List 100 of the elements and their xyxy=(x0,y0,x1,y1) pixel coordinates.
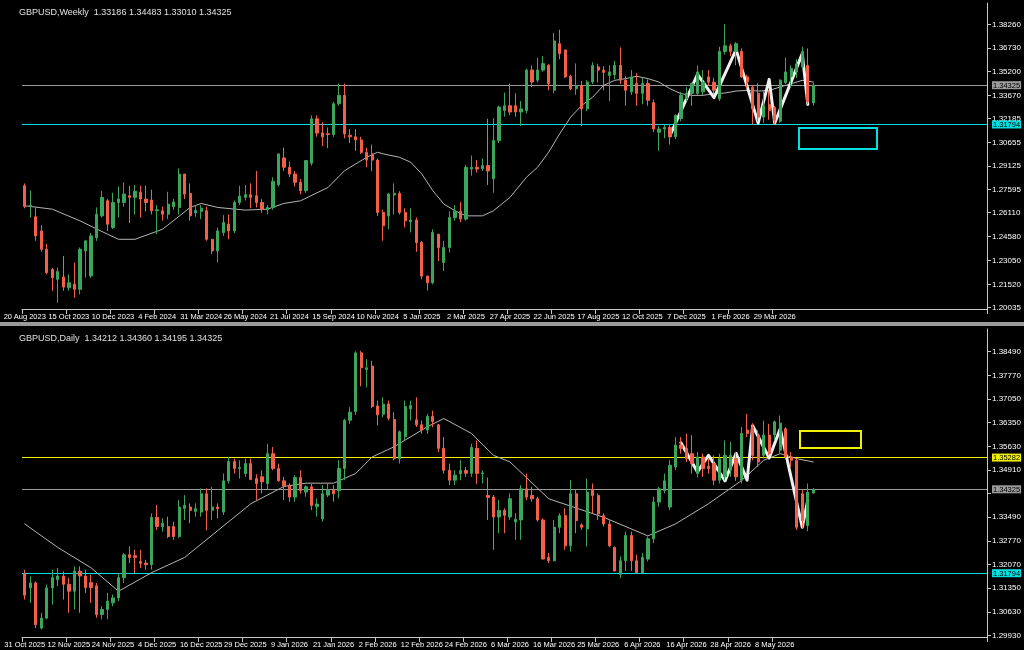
candlestick xyxy=(652,496,655,544)
candlestick xyxy=(790,451,793,468)
candlestick xyxy=(150,512,153,571)
y-tick-label: 1.26110 xyxy=(992,208,1021,218)
candlestick xyxy=(768,89,771,121)
candlestick xyxy=(536,496,539,523)
candlestick xyxy=(371,360,374,409)
candlestick xyxy=(795,458,798,531)
candlestick xyxy=(326,127,330,149)
candlestick xyxy=(122,181,126,208)
candlestick xyxy=(271,446,275,471)
candlestick xyxy=(497,105,501,144)
y-tick-label: 1.38260 xyxy=(992,19,1022,29)
y-tick-label: 1.32070 xyxy=(992,559,1022,569)
candlestick xyxy=(277,463,280,483)
candlestick xyxy=(773,420,776,441)
y-tick-label: 1.23050 xyxy=(992,255,1022,265)
y-tick-label: 1.36350 xyxy=(992,417,1022,427)
candlestick xyxy=(470,154,473,177)
candlestick xyxy=(712,77,716,94)
candlestick xyxy=(801,489,804,529)
candlestick xyxy=(641,77,644,105)
candlestick xyxy=(211,238,214,255)
candlestick xyxy=(178,499,181,539)
candlestick xyxy=(266,204,269,215)
candlestick xyxy=(459,201,462,223)
candlestick xyxy=(619,46,622,85)
candlestick xyxy=(790,64,793,88)
y-tick-label: 1.36730 xyxy=(992,43,1022,53)
candlestick xyxy=(580,522,583,531)
candlestick xyxy=(100,605,104,620)
candlestick xyxy=(348,128,352,144)
candlestick xyxy=(382,209,385,242)
candlestick xyxy=(51,267,54,292)
candlestick xyxy=(746,74,749,90)
candlestick xyxy=(222,214,225,237)
candlestick xyxy=(630,531,633,572)
candlestick xyxy=(795,58,798,79)
candlestick xyxy=(453,204,457,222)
candlestick xyxy=(773,105,776,125)
candlestick xyxy=(139,185,142,219)
candlestick xyxy=(260,469,264,494)
candlestick xyxy=(337,83,341,107)
candlestick xyxy=(183,494,186,521)
candlestick xyxy=(696,64,699,96)
candlestick xyxy=(62,570,65,601)
candlestick xyxy=(45,243,48,275)
candlestick xyxy=(266,443,269,491)
candlestick xyxy=(437,423,440,453)
candlestick xyxy=(117,572,120,602)
candlestick xyxy=(249,182,252,209)
candlestick xyxy=(387,192,390,230)
candlestick xyxy=(95,582,98,619)
candlestick xyxy=(150,189,153,215)
y-tick-label: 1.38490 xyxy=(992,346,1022,356)
candlestick xyxy=(564,49,567,79)
candlestick xyxy=(806,483,809,532)
candlestick xyxy=(244,458,247,478)
candlestick xyxy=(801,46,804,71)
candlestick xyxy=(139,549,142,569)
candlestick xyxy=(95,206,98,242)
candlestick xyxy=(431,410,434,428)
candlestick xyxy=(205,487,208,531)
candlestick xyxy=(122,552,126,584)
candlestick xyxy=(227,213,230,240)
candlestick xyxy=(602,512,605,528)
candlestick xyxy=(740,426,743,484)
y-tick-label: 1.37770 xyxy=(992,370,1022,380)
candlestick xyxy=(608,64,611,102)
candlestick xyxy=(227,456,230,484)
candlestick xyxy=(530,64,534,88)
candlestick xyxy=(106,198,109,232)
candlestick xyxy=(51,569,54,606)
candlestick xyxy=(376,158,379,217)
candlestick xyxy=(806,47,809,105)
candlestick xyxy=(541,517,545,560)
candlestick xyxy=(56,567,59,587)
candlestick xyxy=(768,423,771,456)
candlestick xyxy=(348,406,352,425)
candlestick xyxy=(718,453,721,484)
candlestick xyxy=(144,185,148,212)
candlestick xyxy=(282,476,286,501)
candlestick xyxy=(679,91,683,122)
candlestick xyxy=(321,484,324,523)
y-tick-label: 1.30655 xyxy=(992,137,1022,147)
candlestick xyxy=(547,63,550,91)
candlestick xyxy=(442,240,445,272)
candlestick xyxy=(663,473,666,494)
chart-title: GBPUSD,Daily 1.34212 1.34360 1.34195 1.34325 xyxy=(19,332,223,343)
y-tick-label: 1.37050 xyxy=(992,394,1022,404)
candlestick xyxy=(580,80,583,127)
candlestick xyxy=(475,159,479,174)
candlestick xyxy=(299,469,302,495)
candlestick xyxy=(34,206,37,242)
candlestick xyxy=(34,580,37,629)
chart-title: GBPUSD,Weekly 1.33186 1.34483 1.33010 1.34325 xyxy=(19,6,232,17)
candlestick xyxy=(536,57,539,83)
candlestick xyxy=(238,185,241,206)
candlestick xyxy=(409,400,412,421)
candlestick xyxy=(415,396,418,428)
